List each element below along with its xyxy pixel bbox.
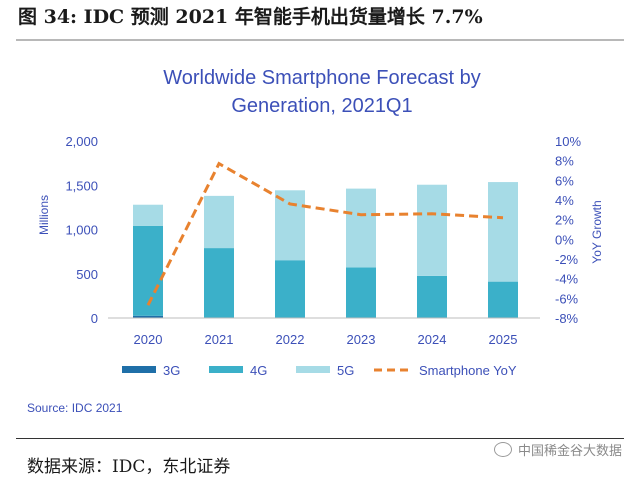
legend-label-5g: 5G	[337, 363, 354, 378]
y-tick-label: 0	[91, 311, 98, 326]
source-note: Source: IDC 2021	[27, 401, 123, 415]
chart-title-line-1: Worldwide Smartphone Forecast by	[163, 67, 481, 89]
left-axis-ticks: 2,000 1,500 1,000 500 0	[65, 134, 98, 326]
legend-swatch-5g	[296, 366, 330, 373]
x-tick-label: 2024	[418, 332, 447, 347]
bar-5g-2024	[417, 184, 447, 276]
x-tick-label: 2020	[134, 332, 163, 347]
y-axis-label: Millions	[37, 195, 51, 235]
y2-tick-label: 4%	[555, 193, 574, 208]
x-tick-label: 2025	[489, 332, 518, 347]
y2-tick-label: -4%	[555, 272, 579, 287]
legend-swatch-3g	[122, 366, 156, 373]
chart-title-line-2: Generation, 2021Q1	[231, 95, 412, 117]
y-tick-label: 1,500	[65, 178, 98, 193]
bar-4g-2022	[275, 260, 305, 318]
x-axis-ticks: 2020 2021 2022 2023 2024 2025	[134, 332, 518, 347]
x-tick-label: 2021	[205, 332, 234, 347]
legend-label-4g: 4G	[250, 363, 267, 378]
legend-label-smartphone-yoy: Smartphone YoY	[419, 363, 517, 378]
y2-tick-label: 8%	[555, 154, 574, 169]
bottom-divider	[16, 438, 624, 439]
bars-group	[133, 182, 518, 318]
wechat-icon	[493, 442, 512, 457]
yoy-line	[146, 161, 504, 306]
data-source: 数据来源：IDC，东北证券	[27, 457, 231, 477]
y2-tick-label: -2%	[555, 252, 579, 267]
title-divider	[16, 39, 624, 41]
bar-5g-2023	[346, 188, 376, 268]
bar-4g-2025	[488, 281, 518, 318]
y2-tick-label: 0%	[555, 232, 574, 247]
legend-label-3g: 3G	[163, 363, 180, 378]
y2-tick-label: 10%	[555, 134, 581, 149]
watermark-text: 中国稀金谷大数据	[517, 444, 622, 459]
right-axis-ticks: 10% 8% 6% 4% 2% 0% -2% -4% -6% -8%	[555, 134, 581, 326]
bar-5g-2021	[204, 195, 234, 249]
bar-5g-2022	[275, 190, 305, 261]
y-tick-label: 500	[76, 267, 98, 282]
legend-swatch-4g	[209, 366, 243, 373]
x-tick-label: 2022	[276, 332, 305, 347]
y-tick-label: 1,000	[65, 223, 98, 238]
watermark: 中国稀金谷大数据	[493, 440, 622, 459]
y2-tick-label: -8%	[555, 311, 579, 326]
figure-title: 图 34: IDC 预测 2021 年智能手机出货量增长 7.7%	[18, 6, 483, 28]
bar-3g-2020	[133, 315, 163, 318]
bar-4g-2021	[204, 248, 234, 318]
chart-legend: 3G 4G 5G Smartphone YoY	[122, 363, 517, 378]
bar-4g-2024	[417, 275, 447, 318]
bar-4g-2023	[346, 267, 376, 318]
bar-5g-2020	[133, 204, 163, 226]
x-tick-label: 2023	[347, 332, 376, 347]
chart-area: Worldwide Smartphone Forecast by Generat…	[37, 67, 604, 378]
y-tick-label: 2,000	[65, 134, 98, 149]
y2-tick-label: -6%	[555, 291, 579, 306]
y2-tick-label: 6%	[555, 173, 574, 188]
y2-axis-label: YoY Growth	[590, 200, 604, 263]
y2-tick-label: 2%	[555, 213, 574, 228]
bar-4g-2020	[133, 225, 163, 316]
bar-5g-2025	[488, 182, 518, 282]
